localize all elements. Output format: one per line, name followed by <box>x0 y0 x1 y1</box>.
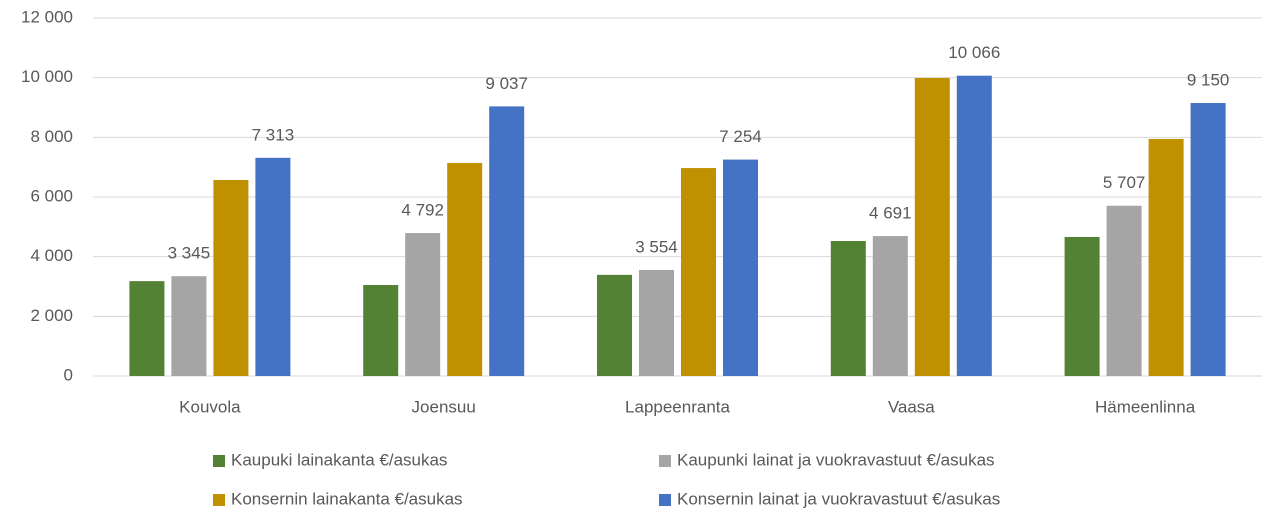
y-tick-label: 10 000 <box>21 67 73 86</box>
bar <box>489 106 525 376</box>
x-tick-label: Vaasa <box>888 397 935 416</box>
bar <box>405 233 441 376</box>
bar <box>830 241 866 376</box>
bar <box>872 236 908 376</box>
data-label: 7 313 <box>252 125 295 144</box>
x-tick-label: Kouvola <box>179 397 241 416</box>
data-label: 5 707 <box>1103 173 1146 192</box>
data-label: 4 792 <box>401 201 444 220</box>
bar <box>723 159 758 376</box>
bar <box>363 285 399 376</box>
bar <box>681 168 716 376</box>
bar <box>447 162 483 376</box>
data-label: 3 554 <box>635 237 678 256</box>
bar <box>255 157 291 376</box>
bar <box>213 179 249 376</box>
legend-label: Kaupunki lainat ja vuokravastuut €/asuka… <box>677 450 995 469</box>
y-tick-label: 0 <box>64 365 73 384</box>
legend-swatch <box>659 455 671 467</box>
legend-swatch <box>659 494 671 506</box>
y-tick-label: 2 000 <box>30 306 73 325</box>
data-label: 4 691 <box>869 204 912 223</box>
bar <box>129 281 165 376</box>
bar <box>597 274 632 376</box>
bar <box>1064 236 1100 376</box>
x-tick-label: Lappeenranta <box>625 397 730 416</box>
legend-swatch <box>213 494 225 506</box>
legend-label: Konsernin lainakanta €/asukas <box>231 489 463 508</box>
legend-label: Konsernin lainat ja vuokravastuut €/asuk… <box>677 489 1000 508</box>
y-tick-label: 4 000 <box>30 246 73 265</box>
y-tick-label: 6 000 <box>30 186 73 205</box>
legend-label: Kaupuki lainakanta €/asukas <box>231 450 447 469</box>
data-label: 7 254 <box>719 127 762 146</box>
bar <box>171 276 207 376</box>
y-tick-label: 8 000 <box>30 127 73 146</box>
bar <box>956 75 992 377</box>
data-label: 9 150 <box>1187 71 1230 90</box>
legend-swatch <box>213 455 225 467</box>
y-tick-label: 12 000 <box>21 7 73 26</box>
bar <box>1148 138 1184 376</box>
data-label: 3 345 <box>168 244 211 263</box>
bar <box>914 77 950 376</box>
x-tick-label: Hämeenlinna <box>1095 397 1196 416</box>
x-tick-label: Joensuu <box>412 397 476 416</box>
data-label: 9 037 <box>485 74 528 93</box>
bar <box>1106 205 1142 376</box>
bar <box>639 269 674 376</box>
data-label: 10 066 <box>948 43 1000 62</box>
bar <box>1190 103 1226 377</box>
